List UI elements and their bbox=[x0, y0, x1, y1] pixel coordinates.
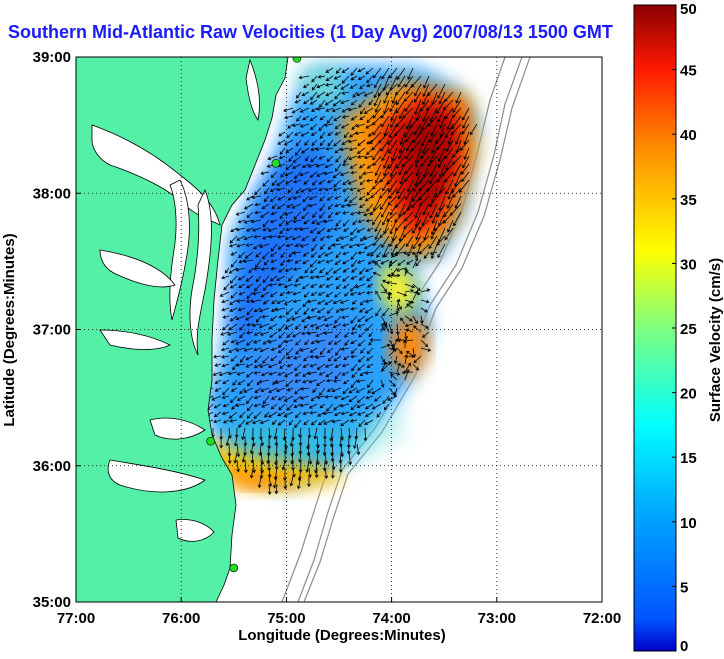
x-tick-label: 72:00 bbox=[583, 610, 621, 627]
grid-lines bbox=[76, 57, 602, 602]
colorbar-ticks: 0 5 10 15 20 25 30 35 40 45 50 bbox=[672, 1, 697, 655]
x-axis: 77:00 76:00 75:00 74:00 73:00 72:00 bbox=[57, 597, 621, 627]
chart-title: Southern Mid-Atlantic Raw Velocities (1 … bbox=[8, 22, 613, 42]
colorbar-tick-label: 35 bbox=[680, 192, 697, 209]
colorbar: 0 5 10 15 20 25 30 35 40 45 50 Surface Velocity (c… bbox=[633, 1, 724, 655]
y-tick-label: 35:00 bbox=[33, 594, 71, 611]
x-tick-label: 76:00 bbox=[162, 610, 200, 627]
velocity-vectors bbox=[203, 67, 478, 496]
x-axis-label: Longitude (Degrees:Minutes) bbox=[238, 627, 446, 644]
station-marker bbox=[206, 436, 215, 446]
y-tick-label: 38:00 bbox=[33, 185, 71, 202]
colorbar-tick-label: 5 bbox=[680, 579, 688, 596]
colorbar-tick-label: 50 bbox=[680, 1, 697, 18]
colorbar-tick-label: 25 bbox=[680, 321, 697, 338]
y-tick-label: 36:00 bbox=[33, 458, 71, 475]
x-tick-label: 77:00 bbox=[57, 610, 95, 627]
y-axis: 35:00 36:00 37:00 38:00 39:00 bbox=[33, 49, 81, 611]
x-tick-label: 74:00 bbox=[372, 610, 410, 627]
y-tick-label: 39:00 bbox=[33, 49, 71, 66]
x-tick-label: 75:00 bbox=[267, 610, 305, 627]
station-marker bbox=[229, 563, 239, 573]
colorbar-tick-label: 15 bbox=[680, 450, 697, 467]
station-marker bbox=[271, 158, 281, 168]
y-axis-label: Latitude (Degrees:Minutes) bbox=[1, 233, 18, 426]
colorbar-tick-label: 20 bbox=[680, 386, 697, 403]
map-plot-area bbox=[76, 57, 602, 602]
colorbar-tick-label: 45 bbox=[680, 63, 697, 80]
colorbar-tick-label: 30 bbox=[680, 256, 697, 273]
velocity-arrows bbox=[203, 67, 478, 496]
colorbar-tick-label: 0 bbox=[680, 638, 688, 655]
colorbar-gradient bbox=[633, 4, 677, 652]
station-marker bbox=[292, 57, 302, 63]
colorbar-tick-label: 10 bbox=[680, 515, 697, 532]
y-tick-label: 37:00 bbox=[33, 322, 71, 339]
colorbar-label: Surface Velocity (cm/s) bbox=[707, 258, 724, 422]
colorbar-tick-label: 40 bbox=[680, 127, 697, 144]
x-tick-label: 73:00 bbox=[478, 610, 516, 627]
station-markers bbox=[206, 57, 302, 573]
